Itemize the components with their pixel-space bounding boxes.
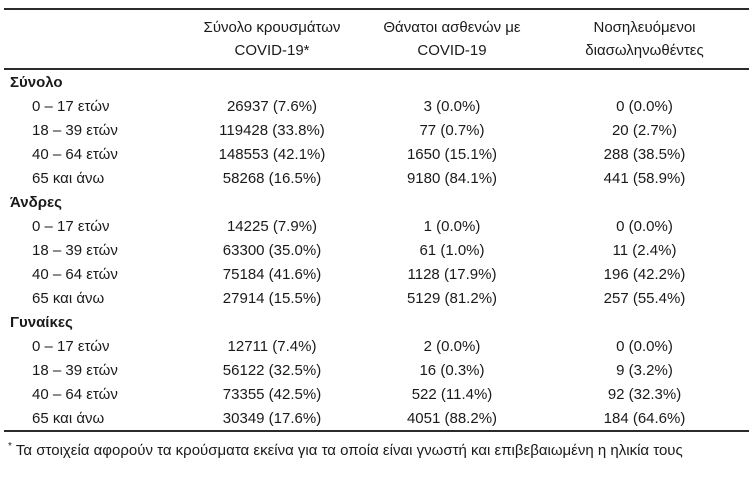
deaths-value: 16 (0.3%)	[419, 361, 485, 379]
table-row: 0 – 17 ετών 12711 (7.4%) 2 (0.0%) 0 (0.0…	[4, 334, 749, 358]
cases-value: 119428 (33.8%)	[219, 121, 325, 139]
header-deaths-line2: COVID-19	[417, 42, 487, 59]
age-group-label: 0 – 17 ετών	[32, 97, 110, 115]
covid-age-statistics-table: Σύνολο κρουσμάτων COVID-19* Θάνατοι ασθε…	[4, 8, 749, 432]
cases-value: 26937 (7.6%)	[226, 97, 318, 115]
age-group-label: 0 – 17 ετών	[32, 217, 110, 235]
section-row-women: Γυναίκες	[4, 310, 749, 334]
table-row: 40 – 64 ετών 148553 (42.1%) 1650 (15.1%)…	[4, 142, 749, 166]
age-group-label: 65 και άνω	[32, 169, 105, 187]
table-row: 0 – 17 ετών 14225 (7.9%) 1 (0.0%) 0 (0.0…	[4, 214, 749, 238]
header-deaths: Θάνατοι ασθενών με COVID-19	[364, 9, 540, 70]
intubated-value: 196 (42.2%)	[603, 265, 686, 283]
age-group-label: 40 – 64 ετών	[32, 265, 118, 283]
intubated-value: 257 (55.4%)	[603, 289, 686, 307]
intubated-value: 20 (2.7%)	[611, 121, 678, 139]
cases-value: 30349 (17.6%)	[222, 409, 322, 427]
intubated-value: 9 (3.2%)	[616, 361, 673, 379]
table-row: 0 – 17 ετών 26937 (7.6%) 3 (0.0%) 0 (0.0…	[4, 94, 749, 118]
cases-value: 63300 (35.0%)	[222, 241, 322, 259]
intubated-value: 288 (38.5%)	[603, 145, 686, 163]
age-group-label: 18 – 39 ετών	[32, 361, 118, 379]
table-row: 65 και άνω 30349 (17.6%) 4051 (88.2%) 18…	[4, 406, 749, 431]
cases-value: 27914 (15.5%)	[222, 289, 322, 307]
section-title-women: Γυναίκες	[10, 313, 73, 331]
cases-value: 58268 (16.5%)	[222, 169, 322, 187]
cases-value: 148553 (42.1%)	[218, 145, 326, 163]
age-group-label: 40 – 64 ετών	[32, 385, 118, 403]
table-row: 65 και άνω 58268 (16.5%) 9180 (84.1%) 44…	[4, 166, 749, 190]
header-row: Σύνολο κρουσμάτων COVID-19* Θάνατοι ασθε…	[4, 9, 749, 70]
header-total-cases-line2: COVID-19*	[234, 42, 310, 59]
deaths-value: 2 (0.0%)	[423, 337, 481, 355]
cases-value: 75184 (41.6%)	[222, 265, 322, 283]
intubated-value: 0 (0.0%)	[616, 217, 673, 235]
table-row: 18 – 39 ετών 63300 (35.0%) 61 (1.0%) 11 …	[4, 238, 749, 262]
age-group-label: 65 και άνω	[32, 289, 105, 307]
header-intubated-line1: Νοσηλευόμενοι	[593, 19, 696, 36]
header-intubated: Νοσηλευόμενοι διασωληνωθέντες	[540, 9, 749, 70]
table-row: 18 – 39 ετών 119428 (33.8%) 77 (0.7%) 20…	[4, 118, 749, 142]
table-row: 18 – 39 ετών 56122 (32.5%) 16 (0.3%) 9 (…	[4, 358, 749, 382]
section-title-total: Σύνολο	[10, 73, 63, 91]
cases-value: 12711 (7.4%)	[227, 337, 317, 355]
header-total-cases-line1: Σύνολο κρουσμάτων	[203, 19, 341, 36]
intubated-value: 184 (64.6%)	[603, 409, 686, 427]
footnote: * Τα στοιχεία αφορούν τα κρούσματα εκείνα…	[4, 432, 753, 461]
footnote-text: Τα στοιχεία αφορούν τα κρούσματα εκείνα …	[15, 442, 683, 459]
section-row-men: Άνδρες	[4, 190, 749, 214]
header-deaths-line1: Θάνατοι ασθενών με	[383, 19, 521, 36]
section-title-men: Άνδρες	[10, 193, 62, 211]
deaths-value: 522 (11.4%)	[411, 385, 493, 403]
deaths-value: 77 (0.7%)	[419, 121, 485, 139]
age-group-label: 40 – 64 ετών	[32, 145, 118, 163]
section-row-total: Σύνολο	[4, 69, 749, 94]
deaths-value: 1650 (15.1%)	[406, 145, 498, 163]
deaths-value: 5129 (81.2%)	[406, 289, 498, 307]
cases-value: 14225 (7.9%)	[226, 217, 318, 235]
age-group-label: 65 και άνω	[32, 409, 105, 427]
deaths-value: 1 (0.0%)	[423, 217, 481, 235]
table-row: 40 – 64 ετών 75184 (41.6%) 1128 (17.9%) …	[4, 262, 749, 286]
header-empty-cell	[4, 9, 180, 70]
intubated-value: 11 (2.4%)	[612, 241, 677, 259]
table-row: 65 και άνω 27914 (15.5%) 5129 (81.2%) 25…	[4, 286, 749, 310]
age-group-label: 18 – 39 ετών	[32, 121, 118, 139]
intubated-value: 92 (32.3%)	[607, 385, 682, 403]
cases-value: 73355 (42.5%)	[222, 385, 322, 403]
deaths-value: 61 (1.0%)	[419, 241, 485, 259]
age-group-label: 0 – 17 ετών	[32, 337, 110, 355]
header-total-cases: Σύνολο κρουσμάτων COVID-19*	[180, 9, 364, 70]
deaths-value: 4051 (88.2%)	[406, 409, 498, 427]
intubated-value: 441 (58.9%)	[603, 169, 686, 187]
deaths-value: 1128 (17.9%)	[407, 265, 497, 283]
intubated-value: 0 (0.0%)	[616, 97, 673, 115]
cases-value: 56122 (32.5%)	[222, 361, 322, 379]
table-row: 40 – 64 ετών 73355 (42.5%) 522 (11.4%) 9…	[4, 382, 749, 406]
deaths-value: 9180 (84.1%)	[406, 169, 498, 187]
deaths-value: 3 (0.0%)	[423, 97, 481, 115]
intubated-value: 0 (0.0%)	[616, 337, 673, 355]
age-group-label: 18 – 39 ετών	[32, 241, 118, 259]
header-intubated-line2: διασωληνωθέντες	[585, 42, 704, 59]
footnote-asterisk-marker: *	[8, 441, 12, 452]
